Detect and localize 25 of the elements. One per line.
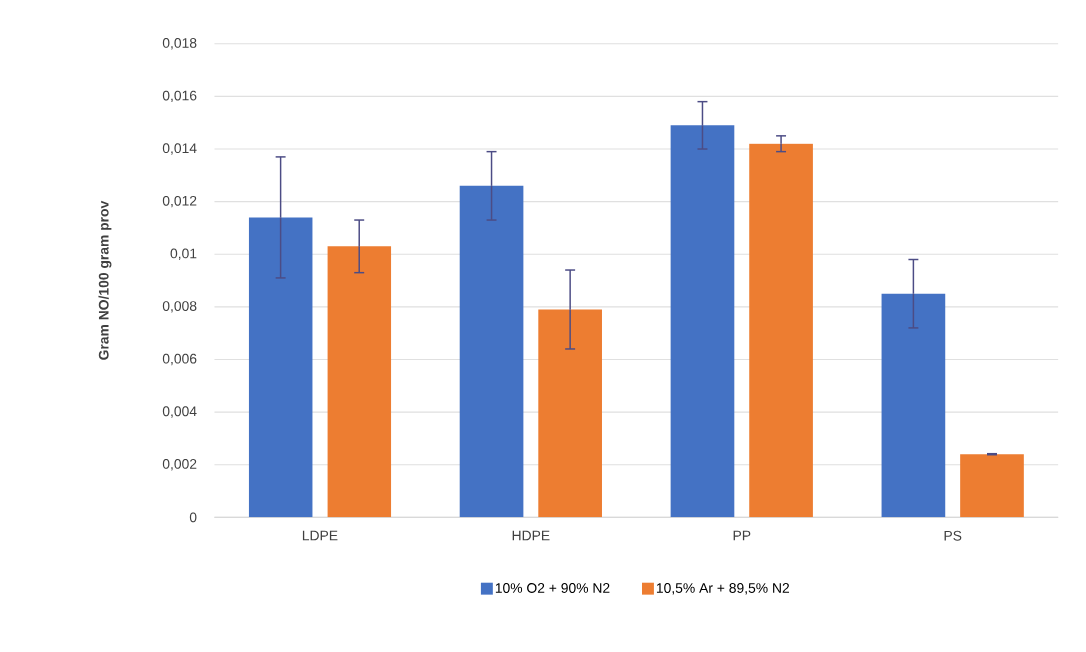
bar bbox=[327, 246, 392, 518]
y-tick-label: 0 bbox=[189, 512, 197, 523]
x-tick-label: LDPE bbox=[302, 530, 338, 541]
bar bbox=[881, 293, 946, 518]
y-axis-title: Gram NO/100 gram prov bbox=[98, 200, 112, 360]
y-tick-label: 0,012 bbox=[162, 196, 197, 208]
x-tick-label: HDPE bbox=[512, 530, 550, 541]
y-tick-label: 0,014 bbox=[162, 143, 197, 155]
legend-label: 10% O2 + 90% N2 bbox=[495, 583, 610, 594]
y-tick-label: 0,018 bbox=[162, 38, 197, 50]
bar bbox=[670, 125, 735, 518]
bar bbox=[960, 454, 1024, 518]
bar bbox=[459, 186, 524, 518]
bar bbox=[749, 143, 813, 518]
y-tick-label: 0,01 bbox=[170, 248, 197, 261]
y-tick-label: 0,008 bbox=[162, 301, 197, 313]
y-tick-label: 0,002 bbox=[162, 459, 197, 471]
legend-label: 10,5% Ar + 89,5% N2 bbox=[656, 583, 790, 595]
y-tick-label: 0,016 bbox=[162, 90, 197, 103]
bar bbox=[248, 217, 313, 518]
x-tick-label: PS bbox=[944, 530, 962, 541]
x-tick-label: PP bbox=[733, 530, 751, 541]
y-tick-label: 0,004 bbox=[162, 406, 197, 418]
bar bbox=[538, 309, 602, 518]
y-tick-label: 0,006 bbox=[162, 353, 197, 366]
